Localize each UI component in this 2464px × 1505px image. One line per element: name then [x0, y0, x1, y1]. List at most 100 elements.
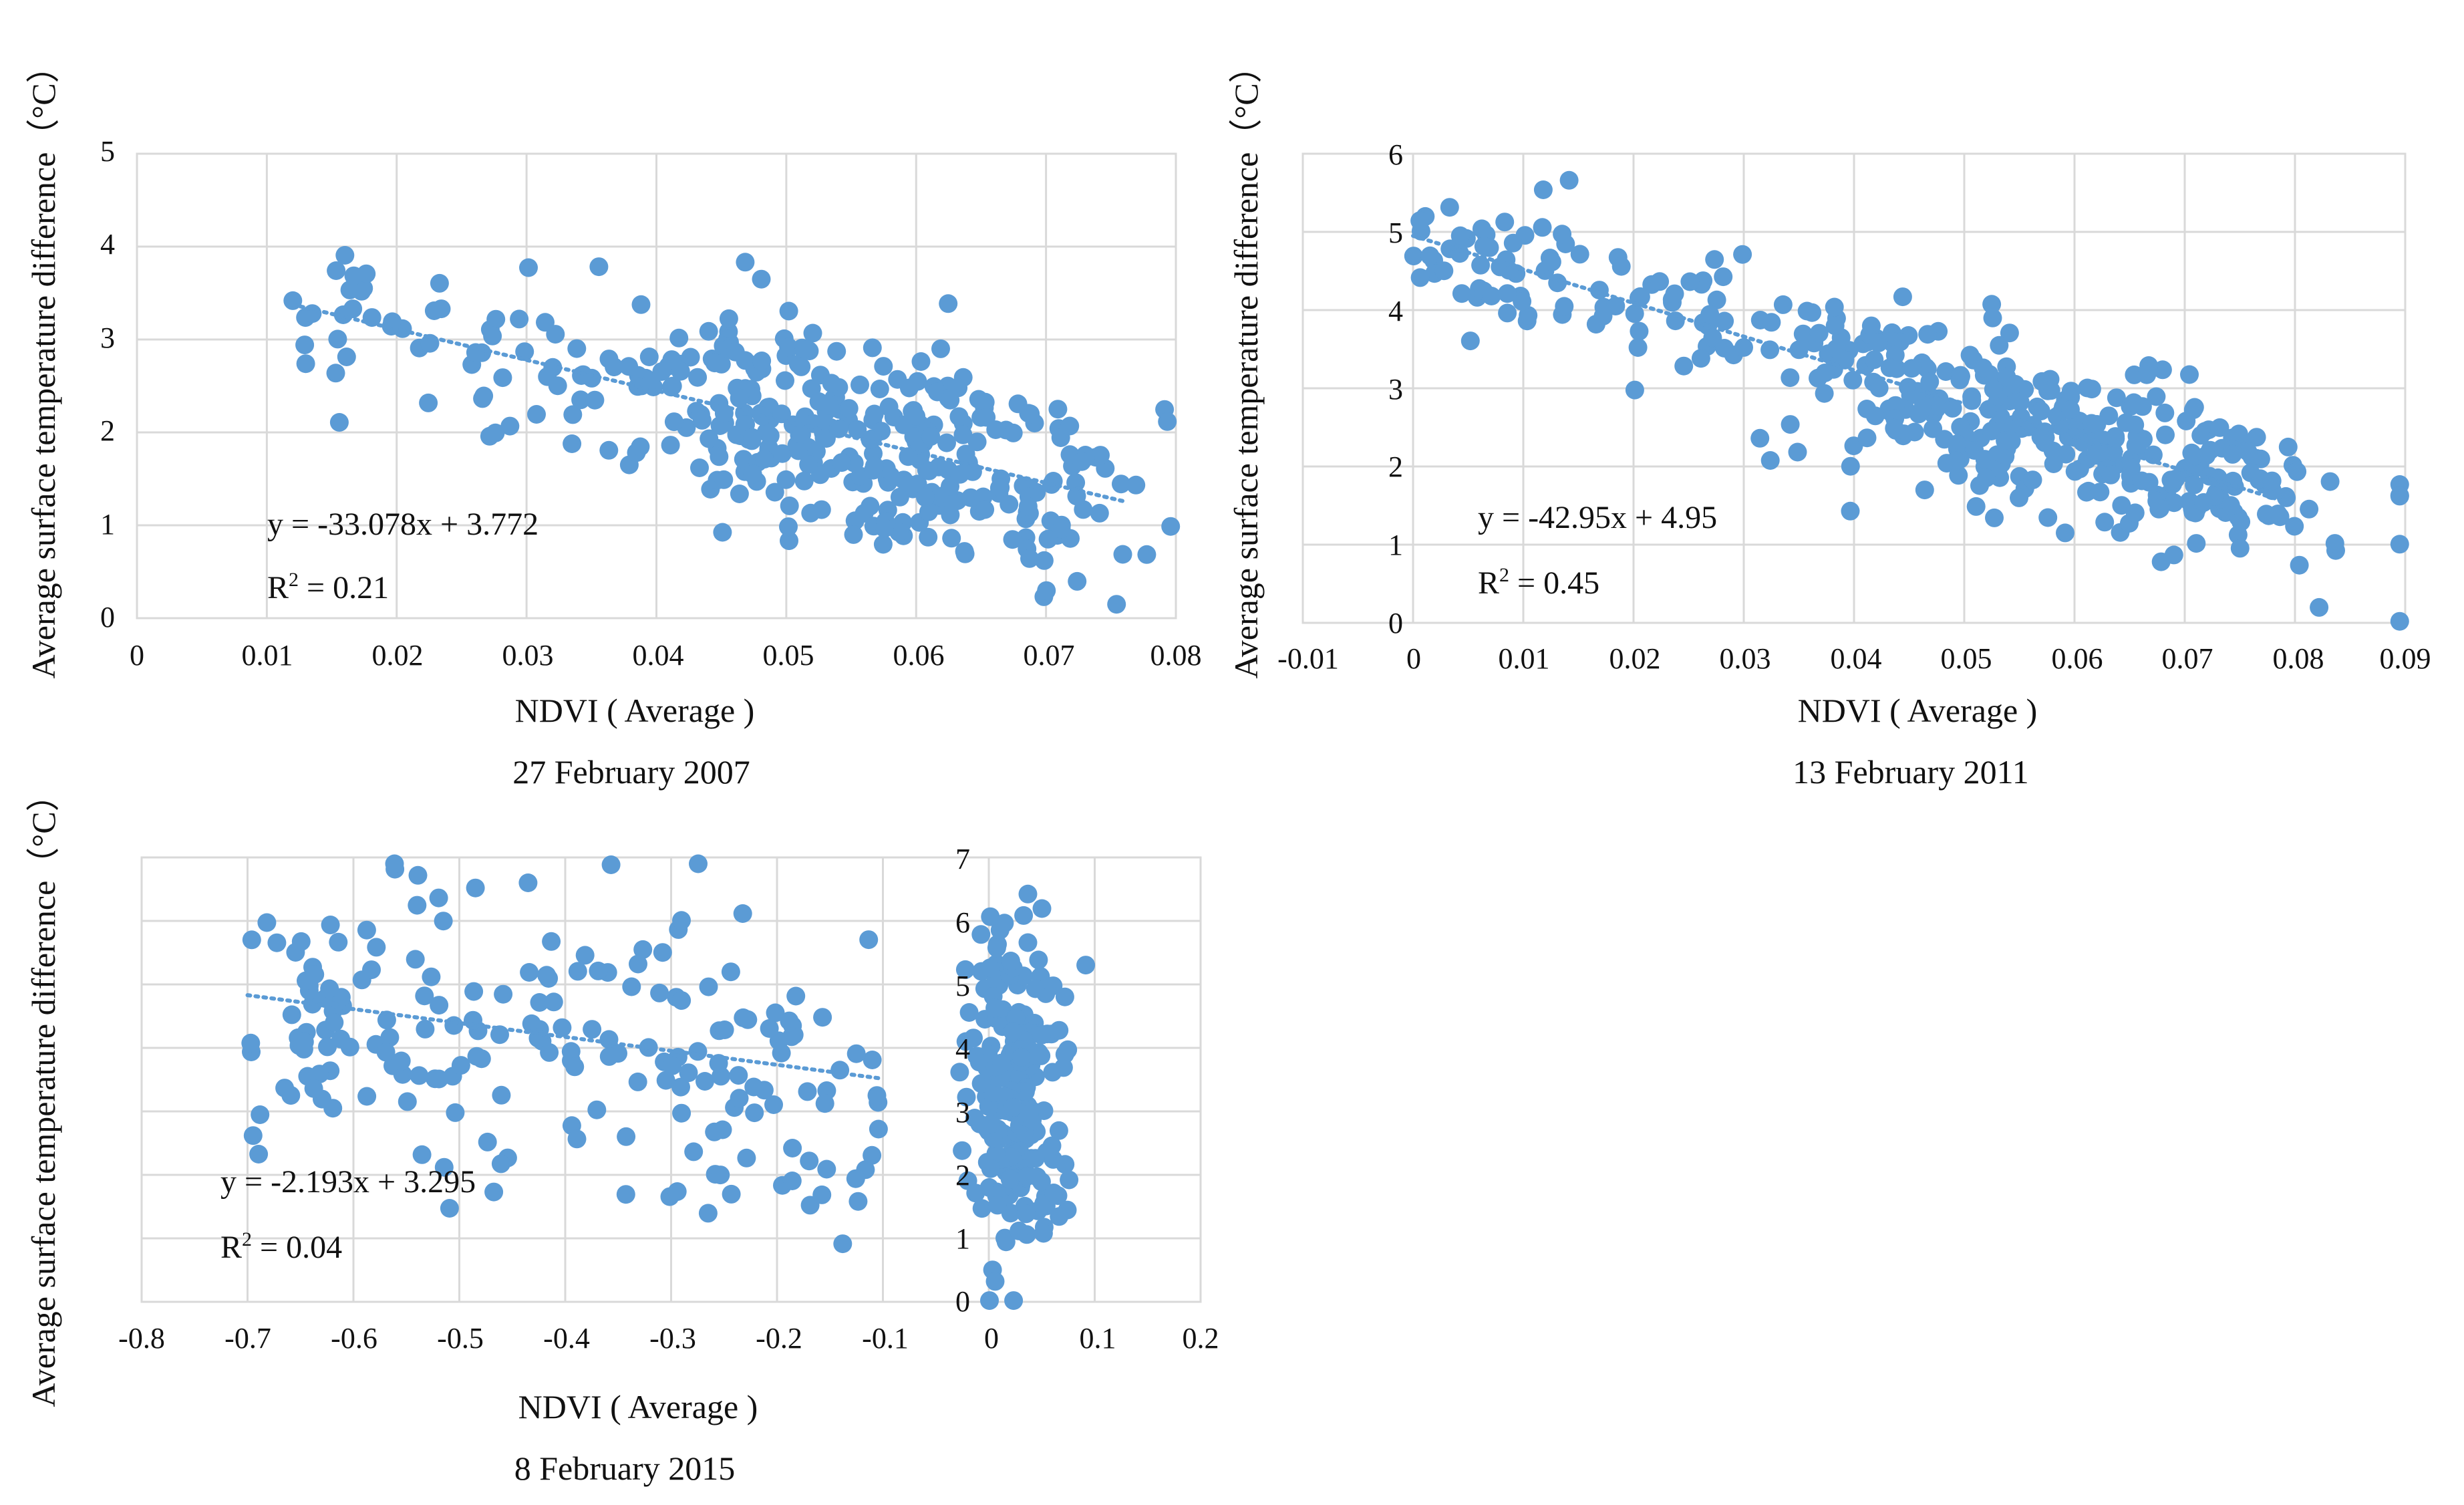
chart-2015-point — [800, 1151, 819, 1171]
chart-2007-point — [921, 427, 941, 446]
chart-2007-point — [571, 390, 591, 410]
chart-2015-xtick: -0.4 — [543, 1322, 590, 1355]
chart-2007-point — [705, 354, 724, 373]
chart-2015-point — [766, 1003, 785, 1022]
chart-2007-point — [690, 458, 709, 477]
chart-2007-point — [779, 337, 798, 357]
chart-2015-point — [1003, 1098, 1022, 1117]
chart-2007-point — [863, 338, 882, 358]
chart-2015-point — [257, 913, 277, 932]
chart-2015-point — [966, 1184, 985, 1203]
chart-2015-point — [385, 854, 404, 873]
chart-2015-point — [957, 1087, 976, 1107]
chart-2007-point — [1020, 549, 1039, 568]
chart-2015-point — [629, 954, 647, 974]
chart-2015-point — [745, 1103, 764, 1123]
chart-2011-point — [1734, 337, 1753, 357]
chart-2015-point — [950, 1063, 969, 1082]
chart-2015-point — [711, 1166, 730, 1185]
chart-2011-xtick: 0.01 — [1499, 642, 1550, 675]
chart-2011-point — [2038, 508, 2058, 527]
chart-2011-point — [2155, 403, 2175, 422]
chart-2007-point — [779, 301, 798, 321]
chart-2011-point — [2262, 471, 2282, 491]
chart-2011-point — [2077, 483, 2096, 502]
chart-2015-point — [671, 1077, 690, 1097]
chart-2011-point — [1936, 362, 1956, 381]
chart-2007-point — [879, 397, 899, 416]
chart-2015-point — [464, 982, 484, 1001]
chart-2015-point — [440, 1199, 459, 1218]
chart-2007-ytick: 3 — [100, 321, 115, 354]
chart-2015-point — [530, 993, 549, 1012]
chart-2007-point — [780, 496, 799, 515]
chart-2015-point — [965, 1109, 984, 1127]
chart-2007-xtick: 0.04 — [633, 639, 684, 672]
chart-2011-point — [2101, 465, 2121, 485]
chart-2015-ytick: 5 — [955, 970, 970, 1002]
chart-2015-point — [492, 1085, 511, 1105]
chart-2015-point — [1028, 1167, 1047, 1186]
chart-2007-point — [955, 542, 974, 561]
chart-2011-point — [2270, 507, 2290, 527]
chart-2011-equation: y = -42.95x + 4.95 — [1478, 500, 1717, 535]
chart-2011-point — [1976, 468, 1996, 488]
chart-2011-point — [1630, 321, 1649, 341]
chart-2015-point — [340, 1037, 359, 1057]
chart-2015-point — [705, 1122, 724, 1141]
chart-2011-point — [1625, 304, 1644, 323]
chart-2007-point — [956, 444, 975, 464]
chart-2015-point — [1026, 1045, 1045, 1065]
chart-2011-point — [2065, 462, 2085, 481]
chart-2007-point — [1037, 581, 1056, 600]
chart-2007-point — [295, 335, 315, 355]
chart-2011-point — [2000, 323, 2019, 343]
chart-2015-point — [869, 1119, 888, 1139]
chart-2011-point — [1915, 481, 1934, 500]
chart-2011-point — [2310, 597, 2329, 617]
chart-2011-xtick: 0.03 — [1720, 642, 1771, 675]
chart-2015-point — [249, 1145, 269, 1164]
chart-2015-point — [1020, 1105, 1039, 1124]
chart-2007-point — [943, 493, 963, 512]
chart-2011-point — [2038, 381, 2057, 400]
chart-2015-point — [321, 916, 340, 934]
chart-2015-point — [305, 965, 325, 984]
chart-2015-point — [304, 1079, 323, 1098]
chart-2011-point — [1628, 338, 1648, 357]
chart-2015-point — [849, 1192, 868, 1211]
chart-2011-point — [1793, 324, 1813, 344]
chart-2015-ytick: 7 — [955, 843, 970, 875]
chart-2015-point — [991, 1053, 1011, 1073]
chart-2011-point — [1947, 434, 1966, 454]
chart-2015-point — [398, 1092, 417, 1111]
chart-2015-point — [867, 1086, 887, 1105]
chart-2007-point — [486, 423, 505, 442]
chart-2007-point — [851, 375, 869, 394]
chart-2007-point — [1091, 446, 1110, 465]
chart-2015-point — [980, 1291, 999, 1311]
chart-2007-point — [1112, 474, 1130, 494]
chart-2011-point — [1495, 213, 1515, 232]
chart-2007-point — [1107, 595, 1126, 614]
chart-2011-xtick: 0 — [1406, 642, 1421, 675]
chart-2015-point — [553, 1018, 572, 1037]
chart-2015-point — [416, 1019, 435, 1039]
chart-2011-point — [1841, 456, 1860, 476]
chart-2015-point — [575, 946, 595, 965]
chart-2011-point — [1680, 272, 1700, 291]
chart-2007-point — [585, 390, 605, 410]
chart-2015-point — [430, 1069, 449, 1089]
chart-2011-point — [1410, 268, 1430, 287]
chart-2007-point — [752, 352, 772, 370]
chart-2011-xtick: 0.06 — [2052, 642, 2103, 675]
chart-2007-ytick: 1 — [100, 508, 115, 541]
chart-2011-point — [1885, 418, 1904, 438]
chart-2011-xtick: 0.04 — [1831, 642, 1882, 675]
chart-2015-point — [1049, 1121, 1068, 1140]
chart-2007-point — [907, 406, 926, 426]
chart-2015-point — [798, 1082, 817, 1101]
chart-2015-point — [406, 950, 425, 969]
chart-2015-point — [988, 1196, 1007, 1215]
chart-2007-point — [719, 309, 738, 328]
